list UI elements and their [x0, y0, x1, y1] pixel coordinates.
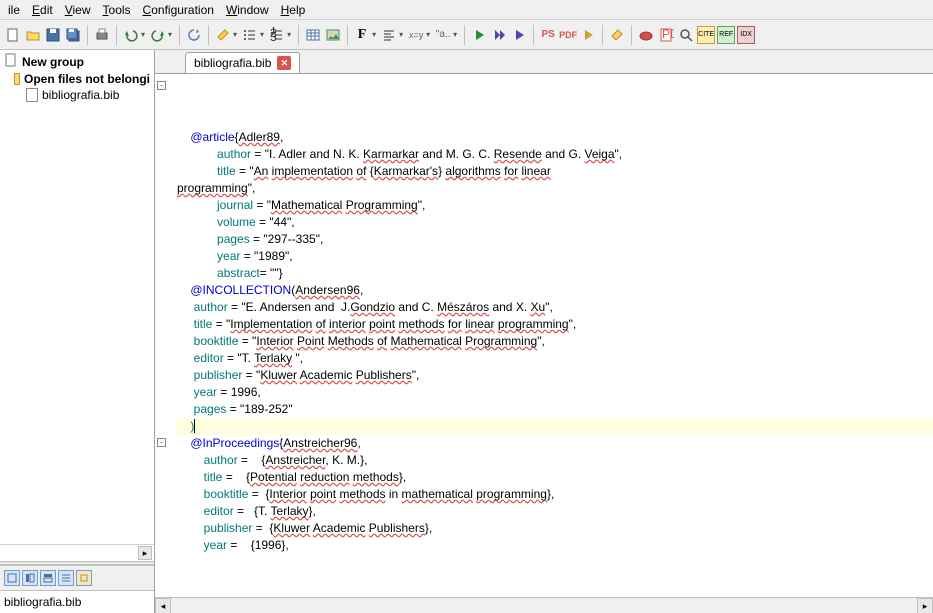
structure-view5[interactable]	[76, 570, 92, 586]
menu-help[interactable]: Help	[275, 1, 312, 19]
menu-window[interactable]: Window	[220, 1, 275, 19]
menu-edit[interactable]: Edit	[26, 1, 59, 19]
structure-toolbar	[0, 565, 154, 591]
structure-view1[interactable]	[4, 570, 20, 586]
menu-view[interactable]: View	[59, 1, 97, 19]
horizontal-scrollbar[interactable]: ◂ ▸	[155, 597, 933, 613]
fold-toggle[interactable]: -	[157, 438, 166, 447]
highlight-icon[interactable]	[214, 26, 232, 44]
toolbar: ▾ ▾ ▾ ▾ 123 ▾ F ▾ ▾ x=y ▾ "a.. ▾ PS PDF …	[0, 20, 933, 50]
idx-icon[interactable]: IDX	[737, 26, 755, 44]
quote-dropdown[interactable]: ▾	[453, 30, 457, 39]
tree-open-files[interactable]: Open files not belongi	[2, 71, 152, 87]
tab-label: bibliografia.bib	[194, 56, 271, 70]
undo-icon[interactable]	[122, 26, 140, 44]
project-tree: New group Open files not belongi bibliog…	[0, 50, 154, 544]
separator	[347, 25, 348, 45]
formula-dropdown[interactable]: ▾	[426, 30, 430, 39]
forward-icon[interactable]	[490, 26, 508, 44]
tab-bar: bibliografia.bib ✕	[155, 50, 933, 74]
structure-panel: bibliografia.bib	[0, 591, 154, 613]
structure-file-label[interactable]: bibliografia.bib	[4, 595, 81, 609]
svg-text:3: 3	[270, 30, 277, 43]
redo-dropdown[interactable]: ▾	[168, 30, 172, 39]
separator	[116, 25, 117, 45]
separator	[208, 25, 209, 45]
align-dropdown[interactable]: ▾	[399, 30, 403, 39]
separator	[464, 25, 465, 45]
print-icon[interactable]	[93, 26, 111, 44]
separator	[87, 25, 88, 45]
menubar: ile Edit View Tools Configuration Window…	[0, 0, 933, 20]
list-icon[interactable]	[241, 26, 259, 44]
cite-icon[interactable]: CITE	[697, 26, 715, 44]
highlight-dropdown[interactable]: ▾	[233, 30, 237, 39]
separator	[298, 25, 299, 45]
scroll-right-icon[interactable]: ▸	[917, 598, 933, 613]
save-all-icon[interactable]	[64, 26, 82, 44]
formula-icon[interactable]: x=y	[407, 26, 425, 44]
folder-icon	[14, 73, 20, 85]
editor-area: bibliografia.bib ✕ -- @article{Adler89, …	[155, 50, 933, 613]
zoom-icon[interactable]	[677, 26, 695, 44]
ps-icon[interactable]: PS	[539, 26, 557, 44]
font-icon[interactable]: F	[353, 26, 371, 44]
refresh-icon[interactable]	[185, 26, 203, 44]
separator	[602, 25, 603, 45]
structure-view2[interactable]	[22, 570, 38, 586]
scroll-left-icon[interactable]: ◂	[155, 598, 171, 613]
tree-label: New group	[22, 55, 84, 69]
table-icon[interactable]	[304, 26, 322, 44]
separator	[533, 25, 534, 45]
panel-scroll-right[interactable]: ▸	[138, 546, 152, 560]
open-folder-icon[interactable]	[24, 26, 42, 44]
list-dropdown[interactable]: ▾	[260, 30, 264, 39]
fold-toggle[interactable]: -	[157, 81, 166, 90]
structure-view3[interactable]	[40, 570, 56, 586]
tab-bibliografia[interactable]: bibliografia.bib ✕	[185, 52, 300, 73]
pdf-icon[interactable]: PDF	[559, 26, 577, 44]
code-editor[interactable]: -- @article{Adler89, author = "I. Adler …	[155, 74, 933, 597]
run-icon[interactable]	[579, 26, 597, 44]
scroll-track[interactable]	[171, 598, 917, 613]
separator	[631, 25, 632, 45]
play-icon[interactable]	[470, 26, 488, 44]
tree-label: bibliografia.bib	[42, 88, 119, 102]
separator	[179, 25, 180, 45]
save-icon[interactable]	[44, 26, 62, 44]
font-dropdown[interactable]: ▾	[372, 30, 376, 39]
document-icon	[4, 53, 18, 70]
svg-text:PDF: PDF	[662, 27, 674, 41]
pdf-red-icon[interactable]: PDF	[657, 26, 675, 44]
menu-tools[interactable]: Tools	[97, 1, 137, 19]
structure-view4[interactable]	[58, 570, 74, 586]
numbered-list-icon[interactable]: 123	[268, 26, 286, 44]
ref-icon[interactable]: REF	[717, 26, 735, 44]
redo-icon[interactable]	[149, 26, 167, 44]
play2-icon[interactable]	[510, 26, 528, 44]
eraser-icon[interactable]	[608, 26, 626, 44]
menu-configuration[interactable]: Configuration	[137, 1, 220, 19]
tree-label: Open files not belongi	[24, 72, 150, 86]
numlist-dropdown[interactable]: ▾	[287, 30, 291, 39]
menu-file[interactable]: ile	[2, 1, 26, 19]
game-icon[interactable]	[637, 26, 655, 44]
align-icon[interactable]	[380, 26, 398, 44]
quote-icon[interactable]: "a..	[434, 26, 452, 44]
file-icon	[26, 88, 38, 102]
image-icon[interactable]	[324, 26, 342, 44]
main-area: New group Open files not belongi bibliog…	[0, 50, 933, 613]
tree-file-bibliografia[interactable]: bibliografia.bib	[2, 87, 152, 103]
tab-close-icon[interactable]: ✕	[277, 56, 291, 70]
tree-new-group[interactable]: New group	[2, 52, 152, 71]
undo-dropdown[interactable]: ▾	[141, 30, 145, 39]
new-file-icon[interactable]	[4, 26, 22, 44]
sidebar: New group Open files not belongi bibliog…	[0, 50, 155, 613]
